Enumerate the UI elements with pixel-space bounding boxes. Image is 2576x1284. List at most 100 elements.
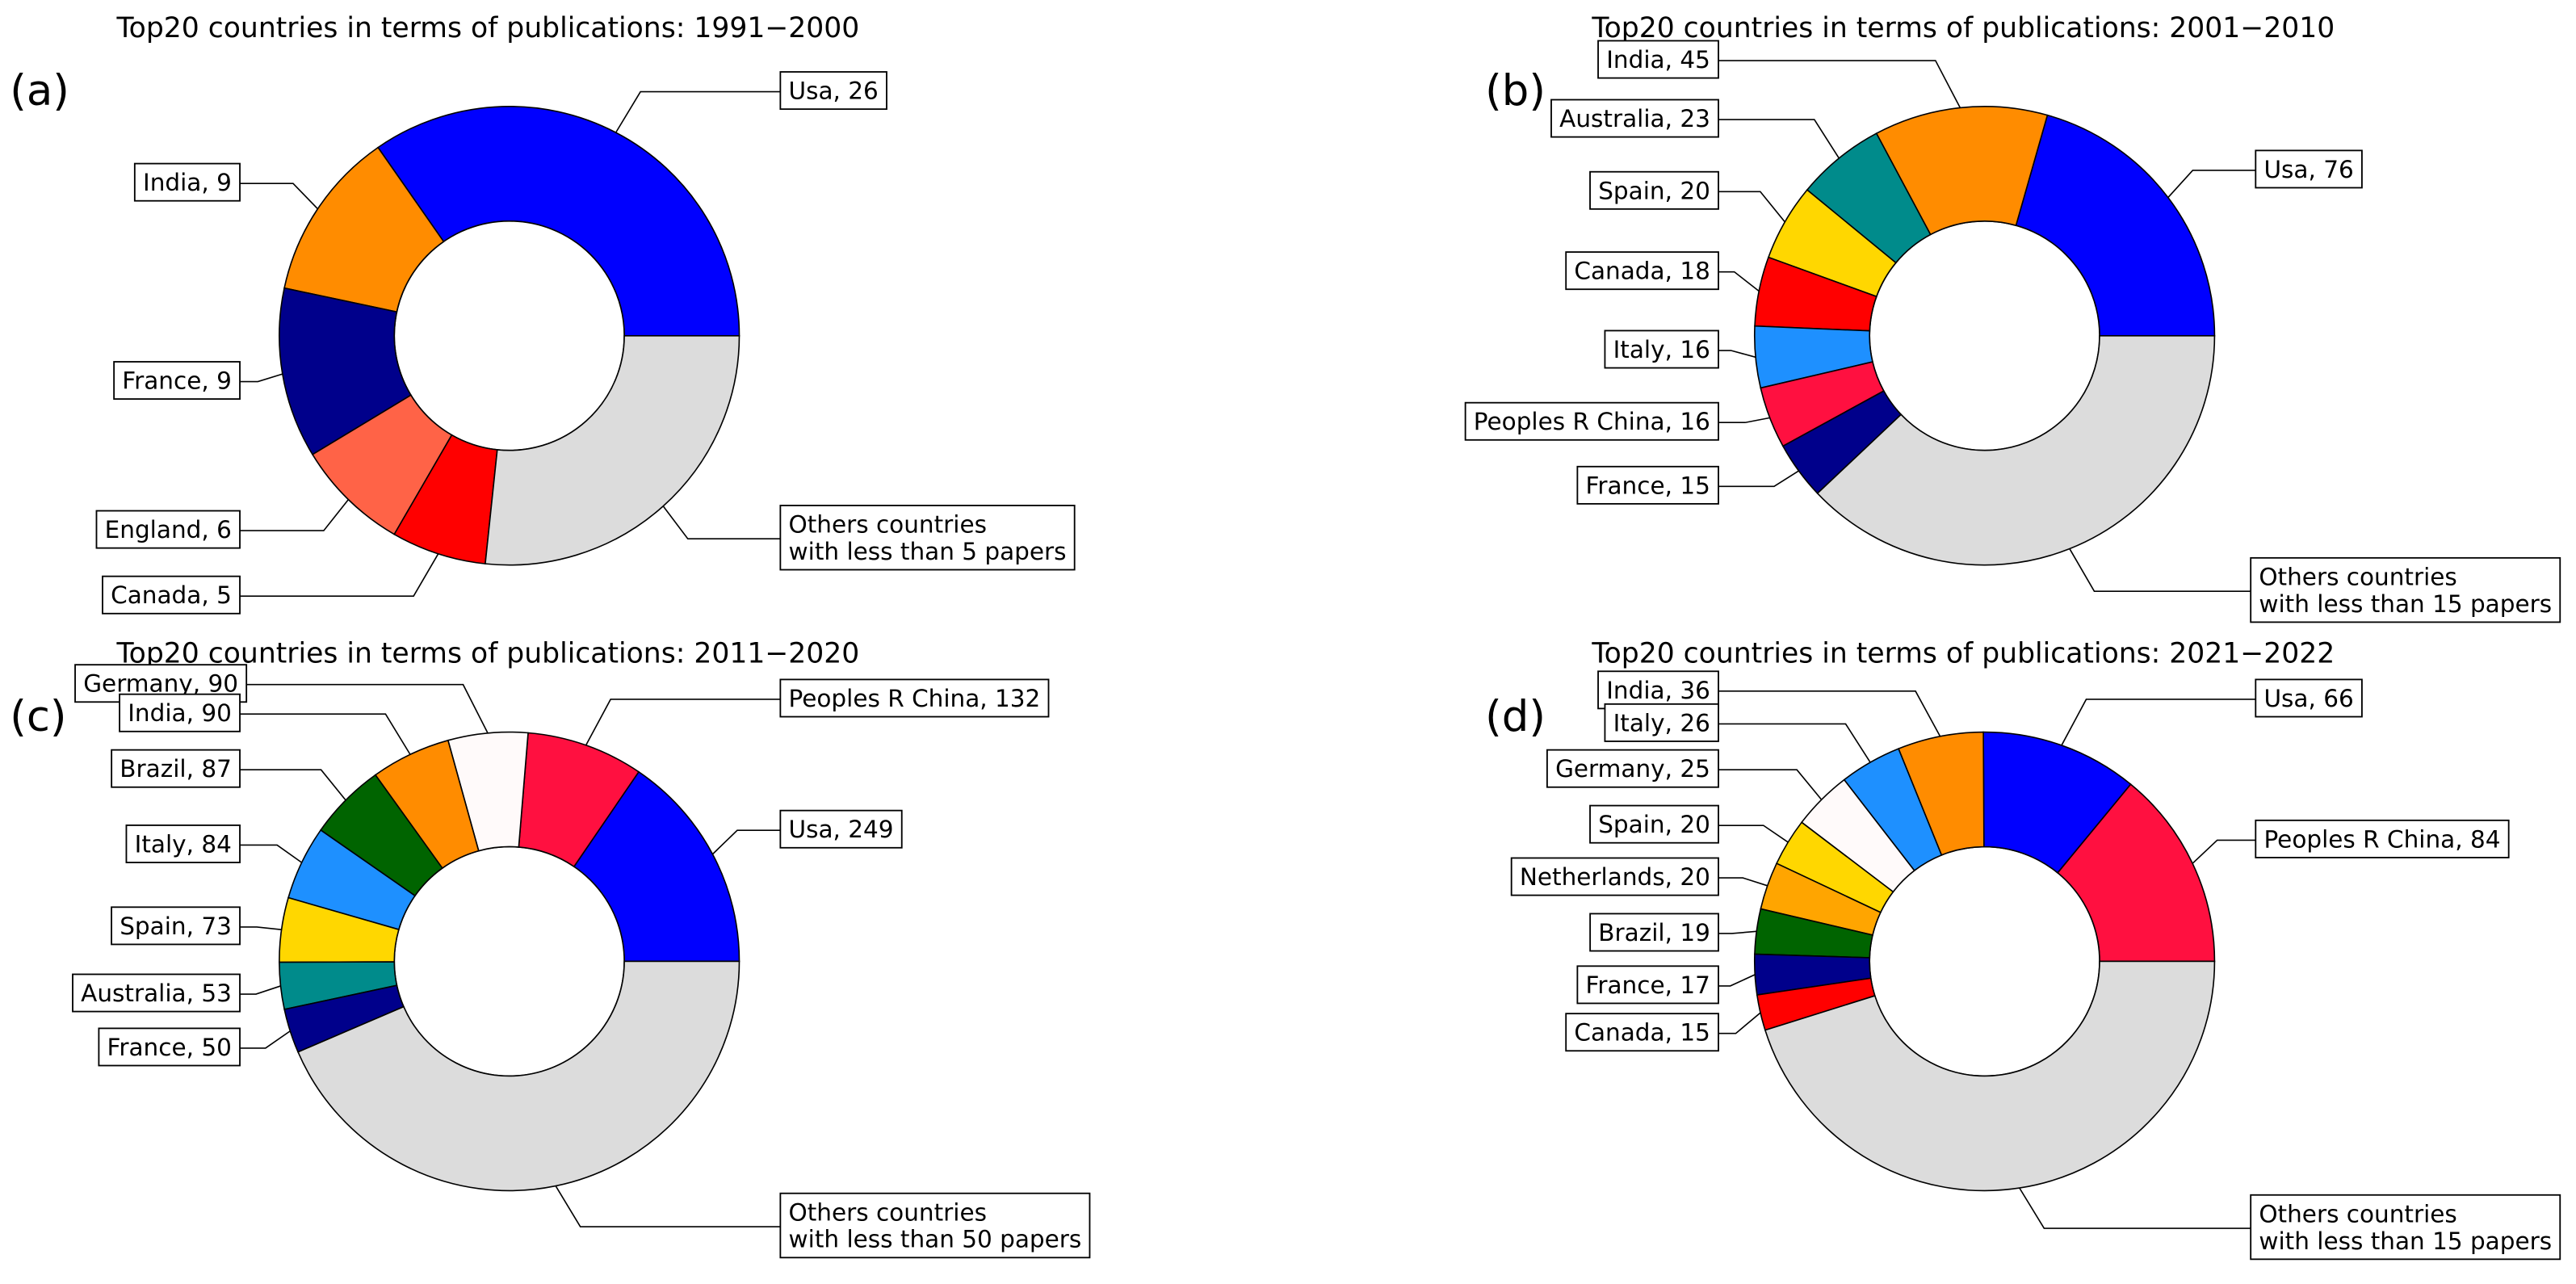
label-box: [779, 678, 1050, 718]
slice-label: Peoples R China, 132: [789, 685, 1041, 712]
slice-label: Spain, 73: [120, 912, 232, 939]
donut-slice: [296, 960, 740, 1192]
label-box: [1597, 40, 1719, 79]
label-box: [133, 162, 241, 202]
slice-label: Usa, 249: [789, 816, 894, 843]
slice-label: France, 15: [1586, 472, 1710, 499]
label-box: [1510, 857, 1719, 896]
slice-label: Canada, 5: [111, 581, 232, 609]
leader-line: [2167, 170, 2256, 199]
donut-panel: Top20 countries in terms of publications…: [1464, 12, 2561, 623]
donut-hole: [393, 846, 625, 1077]
label-box: [1565, 1013, 1719, 1052]
slice-label: Others countries with less than 15 papers: [2259, 1200, 2552, 1254]
slice-label: Peoples R China, 84: [2263, 825, 2500, 853]
slice-label: India, 36: [1606, 676, 1710, 703]
leader-line: [585, 699, 781, 746]
donut-panel: Top20 countries in terms of publications…: [10, 12, 1076, 615]
donut-hole: [393, 220, 625, 451]
slice-label: India, 9: [143, 169, 232, 196]
label-box: [113, 361, 241, 401]
slice-label: India, 45: [1606, 46, 1710, 73]
leader-line: [711, 829, 781, 855]
leader-line: [246, 683, 489, 734]
slice-label: France, 17: [1586, 971, 1710, 998]
leader-line: [1718, 271, 1760, 292]
panel-label: (c): [10, 692, 66, 741]
donut-slice: [1816, 334, 2216, 566]
donut-slice: [279, 287, 412, 455]
slice-label: Australia, 23: [1559, 105, 1710, 132]
leader-line: [1718, 974, 1756, 987]
leader-line: [1718, 769, 1823, 800]
chart-title: Top20 countries in terms of publications…: [1591, 638, 2335, 670]
leader-line: [555, 1185, 781, 1227]
label-box: [1597, 670, 1719, 710]
donut-slice: [283, 146, 445, 313]
label-box: [72, 973, 241, 1013]
leader-line: [240, 985, 281, 995]
label-box: [779, 1192, 1091, 1259]
label-box: [125, 825, 241, 863]
leader-line: [2192, 839, 2256, 864]
slice-label: Germany, 25: [1555, 755, 1710, 783]
label-box: [1589, 804, 1719, 844]
slice-label: Italy, 26: [1613, 709, 1710, 736]
leader-line: [1718, 930, 1757, 934]
slice-label: Usa, 76: [2263, 155, 2353, 183]
donut-slice: [1764, 960, 2216, 1192]
donut-slice: [1982, 731, 2132, 874]
label-box: [1576, 965, 1719, 1005]
leader-line: [240, 844, 303, 863]
label-box: [1550, 99, 1719, 138]
leader-line: [1718, 417, 1770, 424]
slice-label: Spain, 20: [1598, 177, 1710, 204]
leader-line: [662, 506, 781, 540]
slice-label: Spain, 20: [1598, 811, 1710, 838]
slice-label: Usa, 66: [2263, 685, 2353, 712]
panel-label: (a): [10, 66, 69, 115]
leader-line: [1718, 877, 1768, 887]
leader-line: [1718, 825, 1789, 843]
leader-line: [240, 769, 346, 801]
label-box: [2250, 1194, 2561, 1261]
slice-label: Others countries with less than 5 papers: [789, 510, 1067, 564]
slice-label: Usa, 26: [789, 77, 879, 104]
label-box: [779, 71, 887, 111]
leader-line: [1718, 191, 1785, 223]
label-box: [2255, 678, 2363, 718]
donut-hole: [1869, 846, 2100, 1077]
leader-line: [1718, 723, 1871, 763]
label-box: [95, 510, 241, 549]
leader-line: [1718, 470, 1799, 488]
donut-slice: [1875, 106, 2049, 236]
label-box: [2250, 556, 2561, 623]
slice-label: England, 6: [105, 516, 232, 543]
label-box: [779, 505, 1076, 571]
label-box: [1464, 401, 1719, 441]
slice-label: France, 50: [107, 1033, 232, 1060]
slice-label: Others countries with less than 15 papers: [2259, 563, 2552, 617]
label-box: [1576, 465, 1719, 505]
leader-line: [2069, 548, 2251, 592]
label-box: [1604, 329, 1719, 369]
slice-label: Italy, 16: [1613, 336, 1710, 363]
slice-label: Brazil, 19: [1598, 919, 1710, 946]
slice-label: Italy, 84: [135, 830, 232, 858]
leader-line: [1718, 1012, 1761, 1034]
label-box: [1546, 749, 1719, 788]
label-box: [1604, 703, 1719, 742]
leader-line: [240, 553, 439, 598]
leader-line: [615, 90, 781, 133]
panel-label: (b): [1485, 66, 1546, 115]
label-box: [98, 1027, 241, 1067]
leader-line: [2019, 1187, 2251, 1229]
slice-label: Others countries with less than 50 papers: [789, 1198, 1082, 1253]
slice-label: France, 9: [122, 367, 232, 394]
slice-label: Canada, 18: [1574, 257, 1710, 284]
label-box: [111, 906, 241, 946]
donut-hole: [1869, 220, 2100, 451]
leader-line: [2061, 699, 2256, 746]
